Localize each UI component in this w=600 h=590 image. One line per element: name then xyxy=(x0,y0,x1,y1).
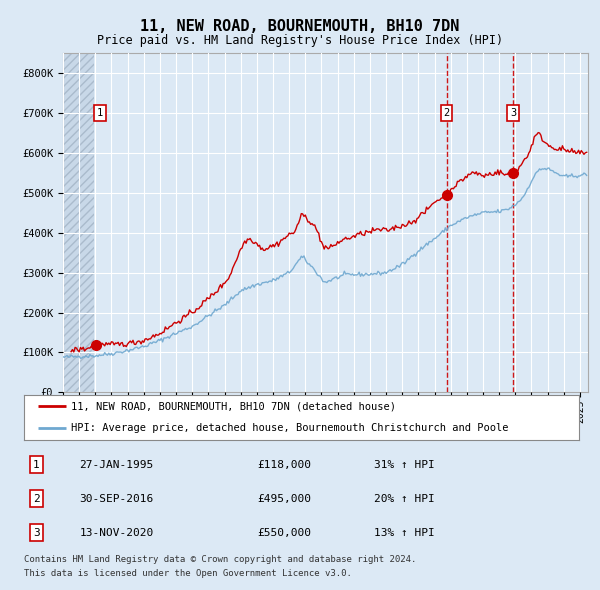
Text: This data is licensed under the Open Government Licence v3.0.: This data is licensed under the Open Gov… xyxy=(24,569,352,578)
Text: £550,000: £550,000 xyxy=(257,527,311,537)
Text: 13-NOV-2020: 13-NOV-2020 xyxy=(79,527,154,537)
Text: 30-SEP-2016: 30-SEP-2016 xyxy=(79,494,154,503)
Text: Contains HM Land Registry data © Crown copyright and database right 2024.: Contains HM Land Registry data © Crown c… xyxy=(24,555,416,563)
Text: 13% ↑ HPI: 13% ↑ HPI xyxy=(374,527,434,537)
Text: 3: 3 xyxy=(510,108,517,118)
Text: 31% ↑ HPI: 31% ↑ HPI xyxy=(374,460,434,470)
Text: 1: 1 xyxy=(33,460,40,470)
Text: 2: 2 xyxy=(33,494,40,503)
Text: 1: 1 xyxy=(97,108,103,118)
Text: 20% ↑ HPI: 20% ↑ HPI xyxy=(374,494,434,503)
Text: £118,000: £118,000 xyxy=(257,460,311,470)
Text: 27-JAN-1995: 27-JAN-1995 xyxy=(79,460,154,470)
Bar xyxy=(63,53,94,392)
Text: Price paid vs. HM Land Registry's House Price Index (HPI): Price paid vs. HM Land Registry's House … xyxy=(97,34,503,47)
Text: HPI: Average price, detached house, Bournemouth Christchurch and Poole: HPI: Average price, detached house, Bour… xyxy=(71,424,509,434)
Text: 11, NEW ROAD, BOURNEMOUTH, BH10 7DN: 11, NEW ROAD, BOURNEMOUTH, BH10 7DN xyxy=(140,19,460,34)
Text: £495,000: £495,000 xyxy=(257,494,311,503)
Text: 3: 3 xyxy=(33,527,40,537)
Text: 2: 2 xyxy=(443,108,450,118)
Text: 11, NEW ROAD, BOURNEMOUTH, BH10 7DN (detached house): 11, NEW ROAD, BOURNEMOUTH, BH10 7DN (det… xyxy=(71,401,396,411)
